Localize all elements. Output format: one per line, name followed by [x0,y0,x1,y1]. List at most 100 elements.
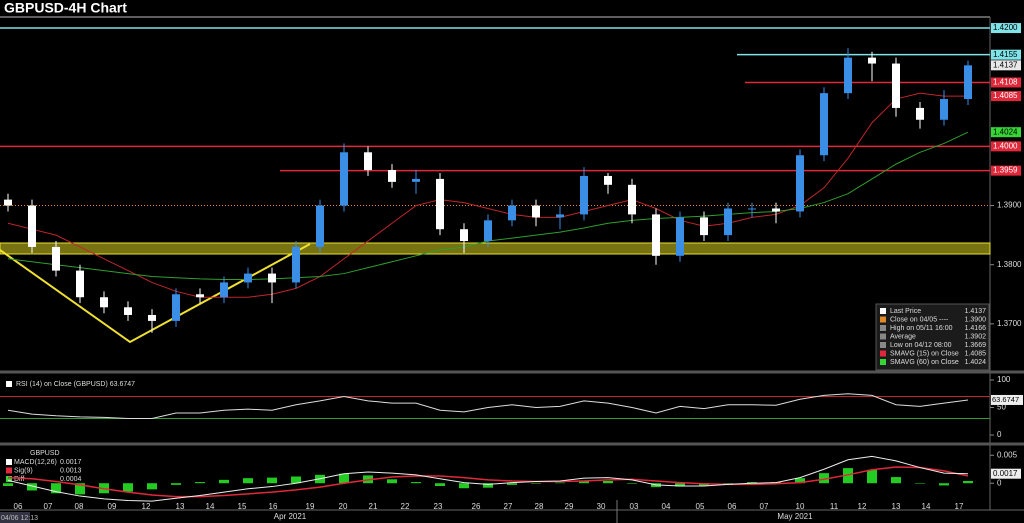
candle-body [316,205,324,247]
diff-bar [747,482,757,484]
diff-bar [555,482,565,484]
price-tag [991,141,1021,152]
legend-value: 1.4166 [965,325,987,332]
legend-value: 1.4085 [965,350,987,357]
legend-value: 1.4024 [965,359,987,366]
x-tick-label: 12 [858,502,867,511]
y-tick-label: 0 [997,430,1002,439]
candle-body [940,99,948,120]
legend-swatch [880,308,886,314]
x-tick-label: 13 [892,502,901,511]
legend-label: Diff [14,476,24,483]
timestamp: 04/06 12:13 [1,515,38,522]
legend-label: SMAVG (15) on Close [890,350,959,357]
macd-tag-label: 0.0017 [993,469,1018,478]
y-tick-label: 100 [997,375,1011,384]
candle-body [652,214,660,256]
y-tick-label: 1.3700 [997,319,1022,328]
ma-line [7,92,968,298]
x-tick-label: 21 [369,502,378,511]
diff-bar [579,480,589,484]
diff-bar [459,483,469,489]
rsi-line [7,393,969,420]
legend-value: 0.0013 [60,467,82,474]
y-tick-label: 1.3900 [997,201,1022,210]
diff-bar [3,483,13,486]
diff-bar [411,482,421,484]
candle-body [628,184,636,215]
x-tick-label: 12 [142,502,151,511]
diff-bar [675,483,685,487]
diff-bar [27,483,37,491]
rsi-title: RSI (14) on Close (GBPUSD) 63.6747 [16,381,135,388]
candle-body [700,217,708,236]
diff-bar [483,483,493,488]
legend-label: SMAVG (60) on Close [890,359,959,366]
timestamp-box [0,512,30,523]
candle-body [412,178,420,182]
legend-value: 1.3900 [965,316,987,323]
candle-body [4,199,12,206]
candle-body [604,175,612,185]
legend-swatch [880,325,886,331]
legend-swatch [6,467,12,474]
diff-bar [123,483,133,492]
legend-swatch [880,342,886,348]
month-label: May 2021 [777,512,813,521]
diff-bar [867,469,877,484]
price-tag [991,165,1021,176]
diff-bar [171,483,181,485]
legend-value: 1.3902 [965,333,987,340]
x-tick-label: 07 [760,502,769,511]
diff-bar [195,482,205,484]
candle-body [220,282,228,298]
candle-body [52,246,60,271]
candle-body [844,57,852,94]
diff-bar [147,483,157,490]
candle-body [172,294,180,321]
price-tag-label: 1.4085 [993,91,1018,100]
diff-bar [51,483,61,494]
price-tag [991,60,1021,71]
legend-swatch [6,459,12,465]
candle-body [244,273,252,283]
legend-value: 1.4137 [965,308,987,315]
legend-label: Low on 04/12 08:00 [890,342,952,349]
candle-body [724,208,732,236]
x-tick-label: 11 [830,502,839,511]
diff-bar [795,478,805,484]
price-tag [991,127,1021,138]
candle-body [196,294,204,298]
price-tag-label: 1.4024 [993,127,1018,136]
x-tick-label: 13 [176,502,185,511]
diff-bar [915,483,925,484]
candle-body [388,170,396,182]
price-tag-label: 1.4155 [993,50,1018,59]
diff-bar [723,483,733,484]
price-tag [991,49,1021,60]
legend-swatch [880,333,886,340]
diff-bar [627,483,637,484]
legend-swatch [880,359,886,365]
candle-body [796,155,804,212]
candle-body [340,152,348,206]
candle-body [460,229,468,242]
diff-bar [819,473,829,484]
rsi-swatch [6,381,12,387]
y-tick-label: 50 [997,403,1006,412]
diff-bar [75,483,85,495]
diff-bar [603,480,613,484]
diff-bar [963,480,973,484]
candle-body [124,307,132,315]
price-tag-label: 1.3959 [993,166,1018,175]
candle-body [148,314,156,321]
chart-title: GBPUSD-4H Chart [4,0,127,16]
candle-body [748,208,756,210]
legend-swatch [6,476,12,482]
candle-body [508,205,516,221]
candle-body [964,65,972,100]
legend-value: 0.0004 [60,476,82,483]
candle-body [76,270,84,298]
